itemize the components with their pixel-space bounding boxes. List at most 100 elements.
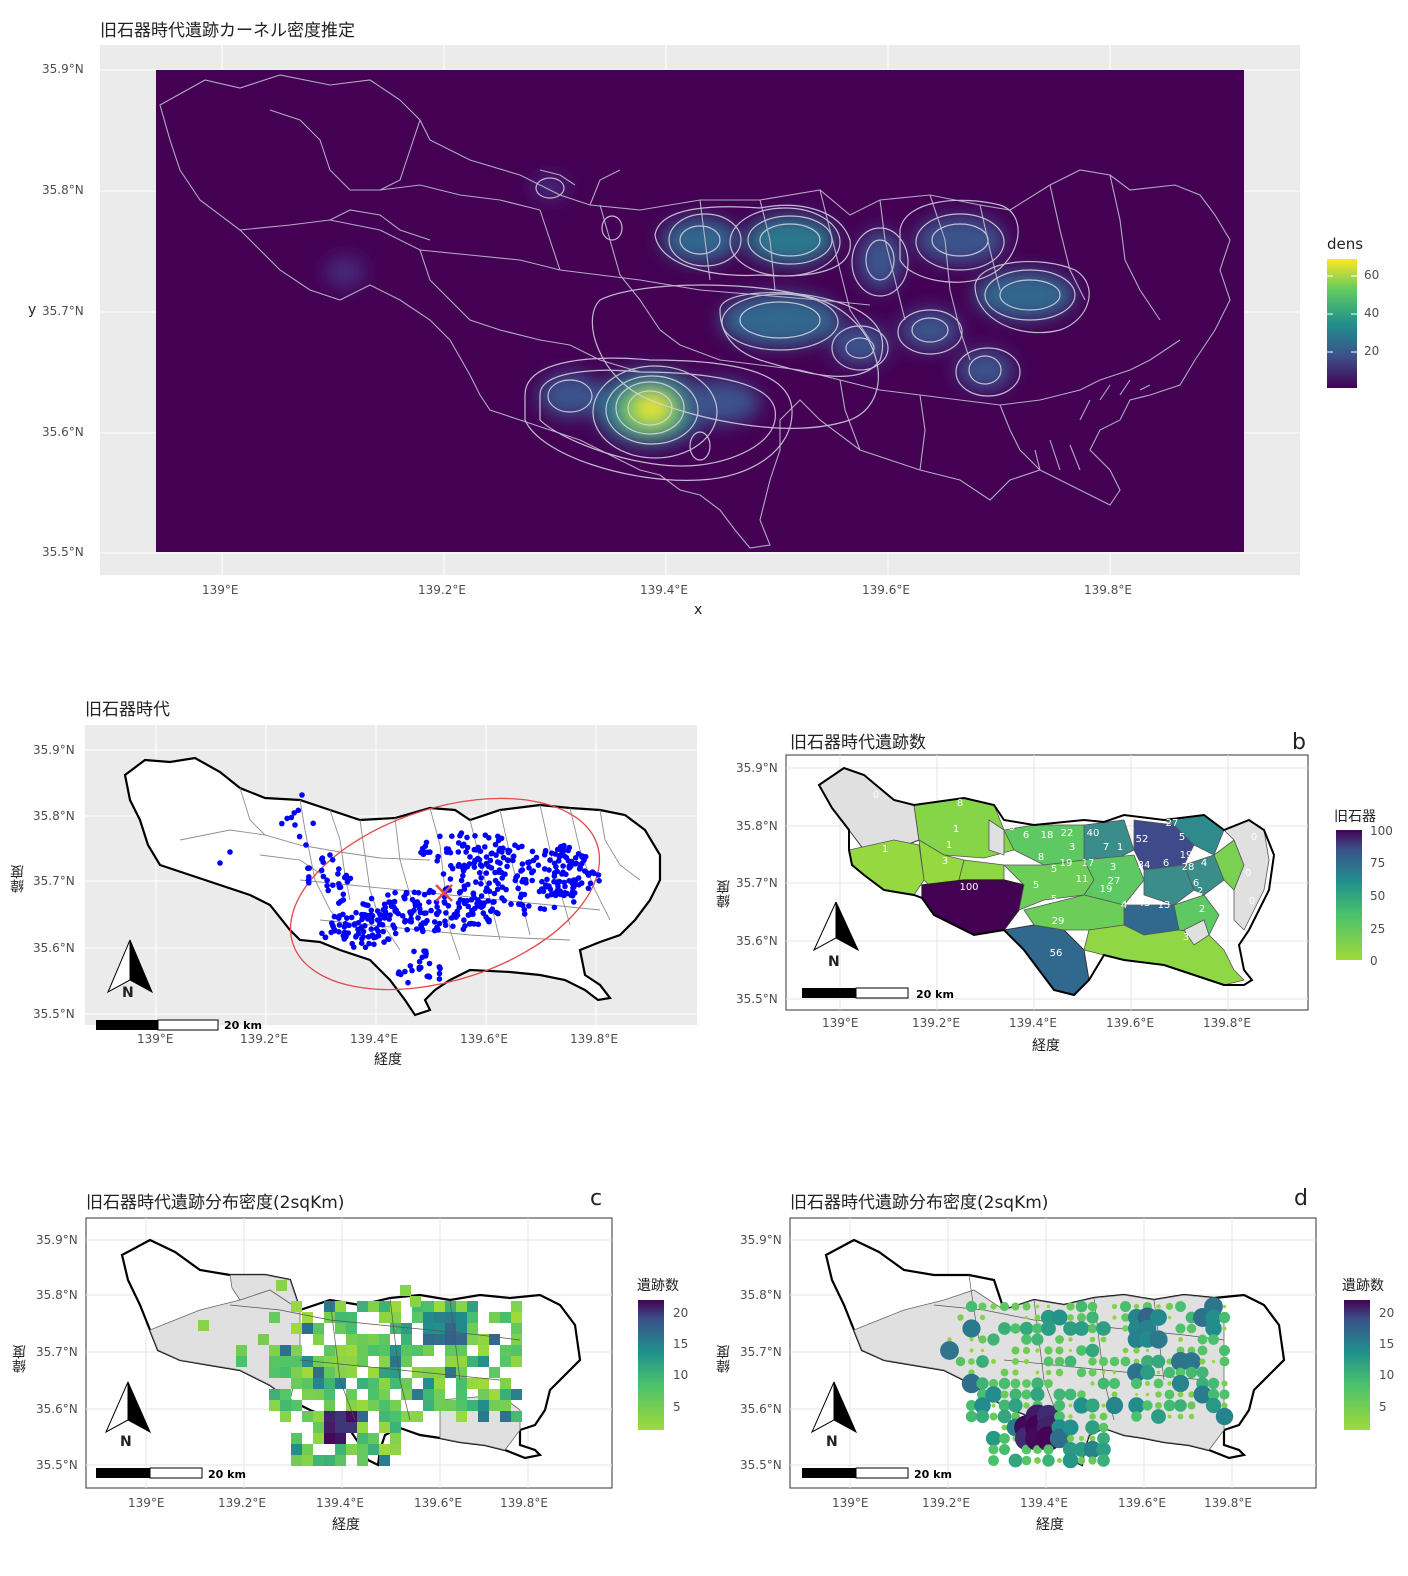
density-bubble xyxy=(1031,1333,1044,1346)
density-bubble xyxy=(1098,1422,1109,1433)
site-point xyxy=(368,895,375,902)
site-point xyxy=(575,875,582,881)
district-count-label: 1 xyxy=(953,824,959,835)
density-cell xyxy=(445,1345,456,1356)
density-bubble xyxy=(1083,1440,1102,1459)
panel-c-xtick-1: 139.2°E xyxy=(218,1496,266,1510)
density-bubble xyxy=(1086,1311,1099,1324)
density-cell xyxy=(280,1411,291,1422)
site-point xyxy=(359,936,365,942)
site-point xyxy=(551,904,558,911)
district-count-label: 4 xyxy=(1201,858,1207,869)
density-cell xyxy=(236,1356,247,1367)
density-cell xyxy=(412,1411,423,1422)
density-bubble xyxy=(1057,1458,1062,1463)
density-cell xyxy=(467,1400,478,1411)
panel-c-legend-20: 20 xyxy=(673,1306,689,1320)
site-point xyxy=(476,857,483,863)
site-point xyxy=(455,863,462,869)
density-bubble xyxy=(989,1412,998,1421)
panel-a-scale-label: 20 km xyxy=(224,1019,262,1032)
density-bubble xyxy=(1185,1366,1198,1379)
site-point xyxy=(295,807,302,814)
density-bubble xyxy=(1177,1413,1184,1420)
density-cell xyxy=(368,1389,379,1400)
density-cell xyxy=(379,1411,390,1422)
density-cell xyxy=(346,1400,357,1411)
site-point xyxy=(459,864,466,871)
panel-d-scale-label: 20 km xyxy=(914,1468,952,1481)
site-point xyxy=(444,849,450,855)
site-point xyxy=(494,886,501,893)
density-cell xyxy=(379,1334,390,1345)
density-cell xyxy=(434,1389,445,1400)
district-count-label: 0 xyxy=(1245,868,1251,879)
site-point xyxy=(495,837,502,844)
site-point xyxy=(299,792,305,798)
site-point xyxy=(360,914,366,921)
density-bubble xyxy=(1120,1301,1131,1312)
density-cell xyxy=(456,1411,467,1422)
density-cell xyxy=(456,1367,467,1378)
site-point xyxy=(581,857,587,863)
density-cell xyxy=(500,1378,511,1389)
site-point xyxy=(472,905,478,912)
panel-a-ylabel: 緯度 xyxy=(10,865,26,893)
site-point xyxy=(415,890,422,896)
site-point xyxy=(324,882,330,889)
density-cell xyxy=(335,1378,346,1389)
panel-b-scale-label: 20 km xyxy=(916,988,954,1001)
panel-a-ytick-4: 35.5°N xyxy=(33,1007,75,1021)
site-point xyxy=(340,911,346,918)
density-bubble xyxy=(1163,1366,1176,1379)
density-bubble xyxy=(1008,1453,1023,1468)
density-cell xyxy=(302,1378,313,1389)
panel-a-center-marker xyxy=(435,884,453,902)
site-point xyxy=(436,976,443,982)
density-cell xyxy=(423,1345,434,1356)
site-point xyxy=(399,913,406,919)
site-point xyxy=(522,876,529,883)
district-count-label: 2 xyxy=(1199,904,1205,915)
site-point xyxy=(319,930,325,937)
site-point xyxy=(391,904,397,911)
density-bubble xyxy=(1167,1315,1172,1320)
kde-boundaries xyxy=(159,74,1231,549)
density-bubble xyxy=(1063,1321,1078,1336)
site-point xyxy=(478,881,484,887)
site-point xyxy=(478,875,485,881)
density-cell xyxy=(368,1378,379,1389)
density-bubble xyxy=(1041,1321,1056,1336)
density-bubble xyxy=(1042,1454,1055,1467)
density-cell xyxy=(346,1389,357,1400)
site-point xyxy=(418,923,425,930)
density-bubble xyxy=(1188,1413,1195,1420)
site-point xyxy=(483,854,490,860)
site-point xyxy=(572,855,579,861)
density-cell xyxy=(489,1389,500,1400)
density-cell xyxy=(379,1455,390,1466)
panel-b-legend-75: 75 xyxy=(1370,856,1386,870)
density-cell xyxy=(346,1345,357,1356)
density-bubble xyxy=(1011,1302,1020,1311)
panel-c-ytick-4: 35.5°N xyxy=(36,1458,78,1472)
density-bubble xyxy=(955,1356,966,1367)
density-cell xyxy=(434,1323,445,1334)
kde-hotspots xyxy=(325,176,1075,446)
density-cell xyxy=(390,1356,401,1367)
density-bubble xyxy=(1099,1412,1108,1421)
kde-title: 旧石器時代遺跡カーネル密度推定 xyxy=(100,21,355,41)
density-cell xyxy=(324,1411,335,1422)
density-cell xyxy=(379,1345,390,1356)
district-count-label: 1 xyxy=(946,840,952,851)
site-point xyxy=(343,872,350,879)
density-cell xyxy=(456,1323,467,1334)
density-bubble xyxy=(1218,1311,1231,1324)
density-cell xyxy=(423,1389,434,1400)
density-cell xyxy=(434,1378,445,1389)
panel-a-points xyxy=(217,792,602,986)
site-point xyxy=(368,916,375,923)
density-cell xyxy=(291,1345,302,1356)
site-point xyxy=(464,844,471,851)
district-count-label: 17 xyxy=(1082,858,1095,869)
